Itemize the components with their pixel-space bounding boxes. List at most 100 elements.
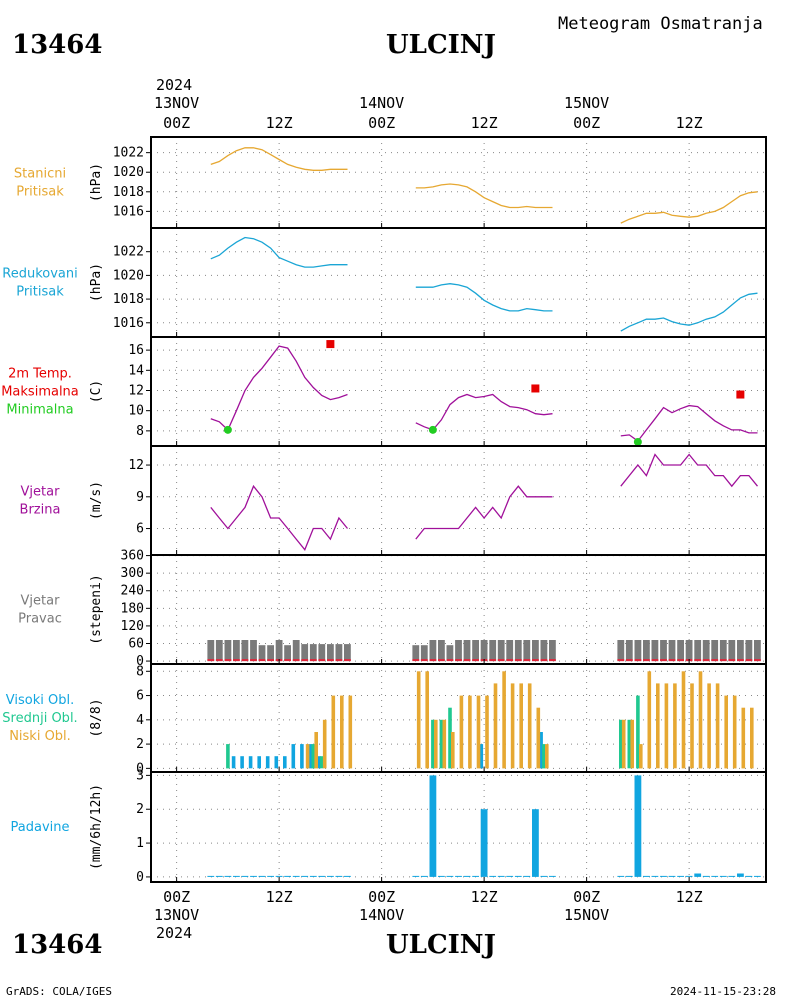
top-date-label-0: 13NOV — [154, 94, 199, 112]
bar-wind_direction-0-28 — [506, 640, 514, 662]
bar-base-46 — [719, 659, 727, 662]
bar-base-31 — [532, 659, 539, 662]
y-tick-label-0: 1016 — [113, 316, 144, 331]
bar-wind_direction-0-7 — [267, 645, 274, 661]
bar-wind_direction-0-22 — [455, 640, 462, 662]
top-date-label-2: 14NOV — [359, 94, 404, 112]
marker-maksimalna-2 — [736, 390, 745, 399]
bar-base-9 — [284, 659, 291, 662]
bar-precip-0-41 — [677, 875, 684, 877]
top-time-label-3: 12Z — [471, 114, 498, 132]
bar-base-37 — [643, 659, 650, 662]
bar-clouds-2-44 — [707, 683, 711, 769]
bar-precip-0-19 — [429, 775, 437, 877]
y-tick-label-1: 1018 — [113, 185, 144, 200]
bar-precip-0-49 — [745, 875, 753, 877]
unit-label-clouds: (8/8) — [89, 698, 104, 737]
bar-precip-0-39 — [660, 875, 667, 877]
panel-frame-precip — [150, 771, 767, 883]
bar-clouds-2-27 — [502, 671, 506, 769]
y-tick-label-2: 12 — [128, 458, 144, 473]
bar-base-2 — [224, 659, 232, 662]
bar-clouds-2-46 — [724, 695, 728, 769]
y-tick-label-4: 240 — [121, 584, 144, 599]
bar-base-45 — [711, 659, 719, 662]
bar-wind_direction-0-4 — [241, 640, 249, 662]
bottom-time-label-3: 12Z — [471, 888, 498, 906]
bottom-date-label-0: 13NOV — [154, 906, 199, 924]
series-line-1 — [415, 283, 553, 312]
y-tick-label-0: 6 — [136, 522, 144, 537]
series-line-1 — [415, 485, 553, 540]
bar-precip-0-2 — [224, 875, 232, 877]
bar-base-29 — [514, 659, 522, 662]
panel-label-wind_direction-1: Pravac — [18, 612, 62, 627]
bar-base-11 — [301, 659, 309, 662]
bar-base-24 — [472, 659, 479, 662]
series-line-0 — [210, 236, 348, 268]
bar-clouds-0-8 — [274, 756, 279, 769]
bar-base-22 — [455, 659, 462, 662]
bar-clouds-2-26 — [493, 683, 498, 769]
panel-precip: 0 1 2 3 (mm/6h/12h) Padavine — [11, 768, 767, 885]
bar-wind_direction-0-0 — [207, 640, 215, 662]
footer-grads-credit: GrADS: COLA/IGES — [6, 985, 112, 998]
bar-clouds-2-19 — [434, 719, 438, 769]
y-tick-label-2: 120 — [121, 619, 144, 634]
bar-clouds-1-12 — [311, 744, 316, 769]
bar-wind_direction-0-19 — [429, 640, 437, 662]
bar-base-40 — [668, 659, 676, 662]
panel-frame-wind_speed — [150, 445, 767, 556]
bar-wind_direction-0-1 — [215, 640, 223, 662]
bar-wind_direction-0-35 — [625, 640, 633, 662]
bar-clouds-2-29 — [519, 683, 523, 769]
bar-base-0 — [207, 659, 215, 662]
panel-label-temperature-2: Minimalna — [6, 403, 73, 418]
y-tick-label-1: 10 — [128, 404, 144, 419]
y-tick-label-4: 8 — [136, 664, 144, 679]
bar-wind_direction-0-24 — [472, 640, 479, 662]
y-tick-label-1: 60 — [128, 636, 144, 651]
bar-clouds-2-13 — [322, 719, 327, 769]
bar-base-12 — [309, 659, 317, 662]
y-tick-label-1: 1 — [136, 836, 144, 851]
bar-precip-0-27 — [497, 875, 505, 877]
bar-clouds-2-28 — [510, 683, 515, 769]
bar-precip-0-42 — [685, 875, 693, 877]
bar-wind_direction-0-2 — [224, 640, 232, 662]
bar-clouds-0-25 — [479, 744, 484, 769]
bar-precip-0-26 — [489, 875, 497, 877]
bar-wind_direction-0-11 — [301, 644, 309, 662]
bar-wind_direction-0-43 — [694, 640, 702, 662]
bar-wind_direction-0-33 — [549, 640, 556, 662]
bar-base-28 — [506, 659, 514, 662]
bar-clouds-1-21 — [448, 707, 452, 769]
bar-base-32 — [540, 659, 548, 662]
bar-base-13 — [318, 659, 326, 662]
y-tick-label-2: 1020 — [113, 268, 144, 283]
bar-clouds-0-4 — [240, 756, 244, 769]
top-time-label-0: 00Z — [163, 114, 190, 132]
marker-maksimalna-1 — [531, 384, 540, 393]
bar-wind_direction-0-36 — [634, 640, 642, 662]
bar-precip-0-10 — [292, 875, 300, 877]
panel-frame-reduced_pressure — [150, 227, 767, 338]
y-tick-label-2: 1020 — [113, 165, 144, 180]
bar-clouds-2-45 — [715, 683, 720, 769]
header-station-id: 13464 — [12, 30, 103, 60]
bar-clouds-2-25 — [485, 695, 489, 769]
bar-wind_direction-0-9 — [284, 645, 291, 661]
bar-base-41 — [677, 659, 684, 662]
bar-wind_direction-0-21 — [446, 645, 454, 661]
bar-wind_direction-0-6 — [258, 645, 266, 661]
y-tick-label-1: 2 — [136, 737, 144, 752]
y-tick-label-2: 12 — [128, 383, 144, 398]
bar-clouds-2-37 — [647, 671, 652, 769]
bar-base-23 — [463, 659, 471, 662]
y-tick-label-0: 0 — [136, 870, 144, 885]
bar-precip-0-45 — [711, 875, 719, 877]
panel-label-wind_speed-0: Vjetar — [21, 485, 61, 500]
bar-precip-0-40 — [668, 875, 676, 877]
bar-wind_direction-0-18 — [420, 645, 428, 661]
panel-label-clouds-0: Visoki Obl. — [6, 693, 74, 708]
